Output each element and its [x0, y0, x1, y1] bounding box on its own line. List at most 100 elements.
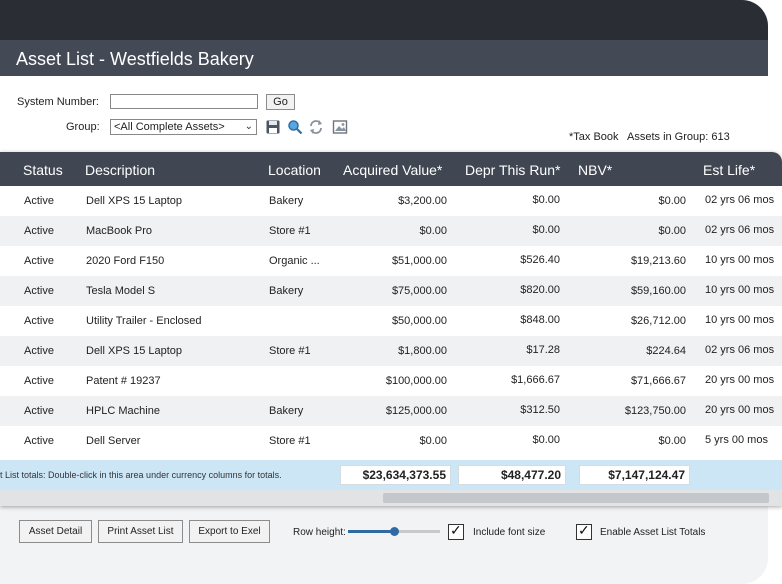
search-icon[interactable]	[287, 119, 303, 135]
cell-location: Bakery	[269, 285, 304, 297]
cell-depr-this-run: $17.28	[526, 344, 560, 356]
column-header-description[interactable]: Description	[85, 162, 156, 178]
assets-in-group-count: Assets in Group: 613	[627, 131, 730, 143]
table-row[interactable]: Active Utility Trailer - Enclosed $50,000.…	[0, 306, 782, 336]
cell-est-life: 20 yrs 00 mos	[705, 374, 775, 386]
cell-est-life: 10 yrs 00 mos	[705, 284, 775, 296]
cell-nbv: $0.00	[658, 435, 686, 447]
export-button[interactable]: Export to Exel	[189, 520, 270, 543]
table-row[interactable]: Active Tesla Model S Bakery $75,000.00 $820.…	[0, 276, 782, 306]
cell-description: Dell XPS 15 Laptop	[86, 345, 183, 357]
cell-status: Active	[24, 315, 54, 327]
cell-est-life: 02 yrs 06 mos	[705, 344, 775, 356]
cell-location: Bakery	[269, 405, 304, 417]
table-row[interactable]: Active Dell Server Store #1 $0.00 $0.00 $0.00…	[0, 426, 782, 456]
cell-nbv: $19,213.60	[630, 255, 686, 267]
cell-acquired-value: $125,000.00	[385, 405, 447, 417]
table-row[interactable]: Active HPLC Machine Bakery $125,000.00 $312.…	[0, 396, 782, 426]
include-font-size-label: Include font size	[473, 527, 546, 538]
refresh-icon[interactable]	[308, 119, 324, 135]
cell-est-life: 02 yrs 06 mos	[705, 194, 775, 206]
tax-book-label: *Tax Book	[569, 131, 619, 143]
cell-location: Bakery	[269, 195, 304, 207]
table-row[interactable]: Active MacBook Pro Store #1 $0.00 $0.00 $0.00…	[0, 216, 782, 246]
cell-nbv: $26,712.00	[630, 315, 686, 327]
cell-status: Active	[24, 285, 54, 297]
print-asset-list-button[interactable]: Print Asset List	[98, 520, 183, 543]
row-height-slider-handle[interactable]	[389, 527, 399, 536]
column-header-acquired-value[interactable]: Acquired Value*	[343, 162, 443, 178]
row-height-label: Row height:	[293, 527, 346, 538]
include-font-size-checkbox[interactable]: ✓	[448, 522, 464, 540]
checkmark-icon: ✓	[578, 522, 590, 538]
cell-status: Active	[24, 375, 54, 387]
column-header-depr-this-run[interactable]: Depr This Run*	[465, 162, 561, 178]
cell-acquired-value: $1,800.00	[398, 345, 447, 357]
cell-nbv: $0.00	[658, 225, 686, 237]
table-row[interactable]: Active Dell XPS 15 Laptop Bakery $3,200.00 $…	[0, 186, 782, 216]
cell-nbv: $224.64	[646, 345, 686, 357]
cell-status: Active	[24, 345, 54, 357]
image-icon[interactable]	[332, 119, 348, 135]
cell-depr-this-run: $0.00	[532, 194, 560, 206]
total-depr-this-run: $48,477.20	[458, 465, 566, 485]
cell-status: Active	[24, 195, 54, 207]
group-select[interactable]: <All Complete Assets> ⌄	[110, 119, 257, 135]
cell-acquired-value: $3,200.00	[398, 195, 447, 207]
totals-bar[interactable]: t List totals: Double-click in this area…	[0, 460, 782, 490]
cell-acquired-value: $75,000.00	[391, 285, 447, 297]
totals-hint: t List totals: Double-click in this area…	[0, 470, 282, 480]
checkmark-icon: ✓	[450, 522, 462, 538]
page-title: Asset List - Westfields Bakery	[16, 49, 254, 69]
cell-description: Patent # 19237	[86, 375, 161, 387]
cell-depr-this-run: $848.00	[520, 314, 560, 326]
cell-status: Active	[24, 255, 54, 267]
cell-depr-this-run: $1,666.67	[511, 374, 560, 386]
cell-location: Store #1	[269, 225, 311, 237]
cell-nbv: $71,666.67	[630, 375, 686, 387]
filter-form	[0, 76, 768, 156]
table-row[interactable]: Active Patent # 19237 $100,000.00 $1,666.67…	[0, 366, 782, 396]
save-icon[interactable]	[265, 119, 281, 135]
system-number-input[interactable]	[110, 94, 258, 109]
cell-depr-this-run: $526.40	[520, 254, 560, 266]
table-row[interactable]: Active Dell XPS 15 Laptop Store #1 $1,800.0…	[0, 336, 782, 366]
cell-acquired-value: $0.00	[419, 225, 447, 237]
enable-totals-checkbox[interactable]: ✓	[576, 522, 592, 540]
cell-description: Dell Server	[86, 435, 141, 447]
cell-est-life: 02 yrs 06 mos	[705, 224, 775, 236]
cell-status: Active	[24, 405, 54, 417]
top-bar	[0, 0, 768, 40]
column-header-est-life[interactable]: Est Life*	[703, 162, 756, 178]
cell-description: HPLC Machine	[86, 405, 160, 417]
cell-est-life: 10 yrs 00 mos	[705, 254, 775, 266]
total-nbv: $7,147,124.47	[579, 465, 690, 485]
column-header-status[interactable]: Status	[23, 162, 63, 178]
table-header: Status Description Location Acquired Val…	[0, 152, 782, 186]
cell-depr-this-run: $0.00	[532, 434, 560, 446]
cell-acquired-value: $51,000.00	[391, 255, 447, 267]
horizontal-scrollbar[interactable]	[0, 490, 782, 506]
column-header-location[interactable]: Location	[268, 162, 321, 178]
cell-est-life: 10 yrs 00 mos	[705, 314, 775, 326]
asset-detail-button[interactable]: Asset Detail	[19, 520, 92, 543]
cell-est-life: 5 yrs 00 mos	[705, 434, 768, 446]
cell-nbv: $59,160.00	[630, 285, 686, 297]
cell-location: Store #1	[269, 435, 311, 447]
cell-depr-this-run: $312.50	[520, 404, 560, 416]
asset-table: Status Description Location Acquired Val…	[0, 152, 782, 506]
cell-description: Dell XPS 15 Laptop	[86, 195, 183, 207]
go-button[interactable]: Go	[266, 94, 295, 110]
cell-location: Organic ...	[269, 255, 320, 267]
cell-description: Tesla Model S	[86, 285, 156, 297]
cell-est-life: 20 yrs 00 mos	[705, 404, 775, 416]
title-bar	[0, 40, 768, 76]
cell-depr-this-run: $820.00	[520, 284, 560, 296]
cell-acquired-value: $100,000.00	[385, 375, 447, 387]
table-row[interactable]: Active 2020 Ford F150 Organic ... $51,000.0…	[0, 246, 782, 276]
cell-depr-this-run: $0.00	[532, 224, 560, 236]
scrollbar-thumb[interactable]	[383, 493, 769, 503]
cell-nbv: $123,750.00	[624, 405, 686, 417]
column-header-nbv[interactable]: NBV*	[578, 162, 613, 178]
enable-totals-label: Enable Asset List Totals	[600, 527, 706, 538]
